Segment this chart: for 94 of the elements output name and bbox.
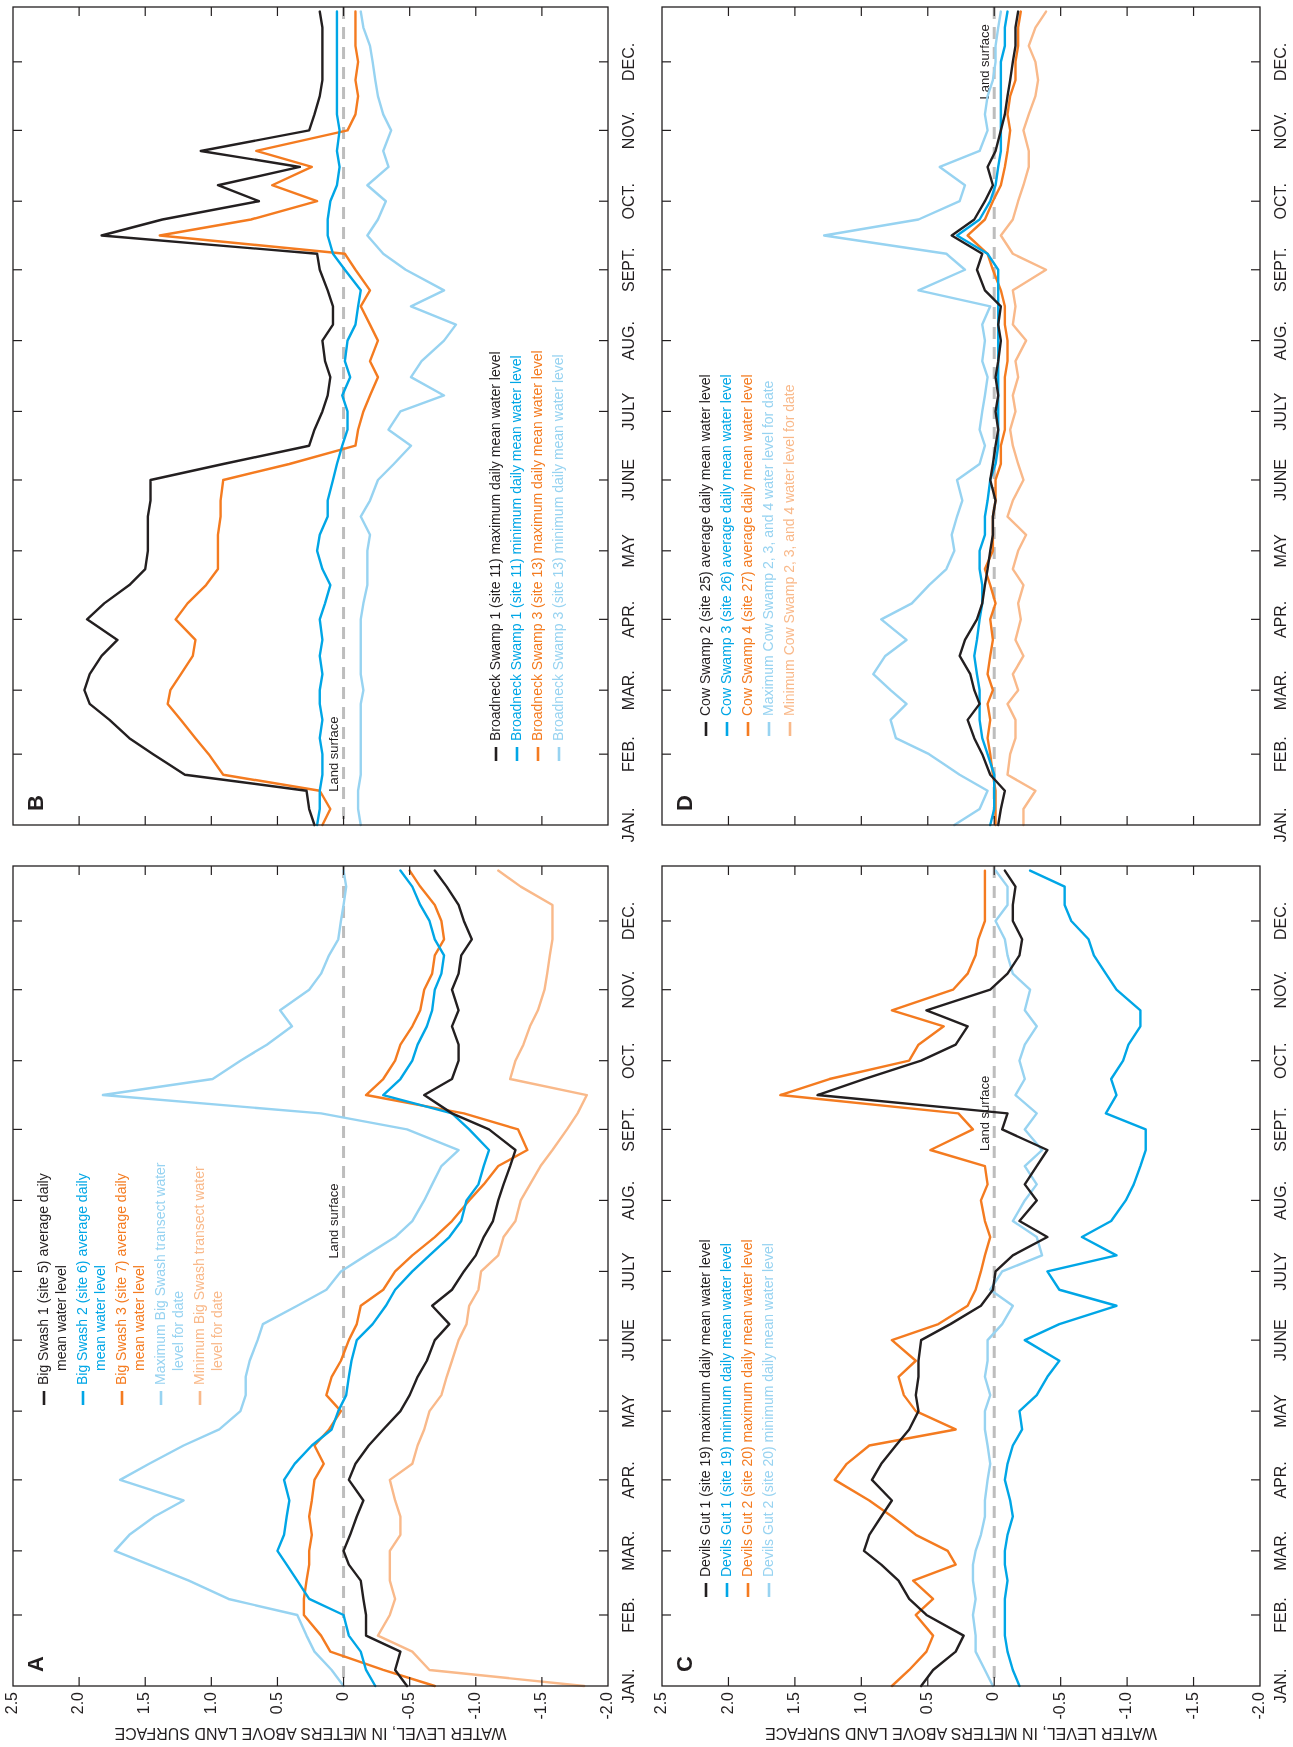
y-tick-label: MAR. bbox=[620, 670, 638, 711]
x-tick-label: -1.0 bbox=[466, 1691, 484, 1720]
y-tick-label: APR. bbox=[1272, 600, 1290, 639]
y-tick-label: DEC. bbox=[620, 42, 638, 81]
text: Broadneck Swamp 3 (site 13) maximum daily mean water level bbox=[529, 350, 545, 741]
x-tick-label: 1.5 bbox=[785, 1691, 803, 1715]
x-tick-label: 0 bbox=[984, 1691, 1002, 1701]
x-tick-label: -1.0 bbox=[1117, 1691, 1135, 1720]
y-tick-label: MAY bbox=[620, 1394, 638, 1428]
text: Big Swash 3 (site 7) average daily mean water level bbox=[113, 1173, 147, 1385]
y-tick-label: MAR. bbox=[1272, 670, 1290, 711]
y-tick-label: JUNE bbox=[620, 459, 638, 501]
x-tick-label: 0.5 bbox=[267, 1691, 285, 1715]
y-tick-label: DEC. bbox=[1272, 42, 1290, 81]
y-tick-label: APR. bbox=[620, 1461, 638, 1499]
y-tick-label: NOV. bbox=[620, 970, 638, 1009]
y-tick-label: MAR. bbox=[620, 1530, 638, 1571]
y-tick-label: JUNE bbox=[620, 1319, 638, 1362]
x-tick-label: -1.5 bbox=[532, 1691, 550, 1720]
y-tick-label: OCT. bbox=[620, 182, 638, 220]
y-tick-label: AUG. bbox=[620, 321, 638, 361]
y-tick-label: AUG. bbox=[1272, 321, 1290, 361]
legend-label: Devils Gut 1 (site 19) maximum daily mean water level bbox=[697, 1239, 713, 1577]
x-tick-label: 0 bbox=[333, 1691, 351, 1701]
text: Broadneck Swamp 1 (site 11) minimum daily mean water level bbox=[508, 355, 524, 741]
y-tick-label: APR. bbox=[1272, 1461, 1290, 1499]
y-tick-label: JULY bbox=[1272, 392, 1290, 431]
y-tick-label: MAR. bbox=[1272, 1530, 1290, 1571]
y-tick-label: JAN. bbox=[620, 1668, 638, 1704]
text: Devils Gut 2 (site 20) minimum daily mean water level bbox=[760, 1243, 776, 1577]
x-tick-label: 2.5 bbox=[652, 1691, 670, 1715]
x-tick-label: 2.0 bbox=[69, 1691, 87, 1715]
ref-line-label: Land surface bbox=[325, 1183, 341, 1259]
y-tick-label: FEB. bbox=[620, 736, 638, 772]
y-tick-label: SEPT. bbox=[620, 247, 638, 292]
x-tick-label: -0.5 bbox=[399, 1691, 417, 1720]
y-tick-label: MAY bbox=[620, 533, 638, 568]
y-tick-label: JULY bbox=[620, 392, 638, 431]
y-tick-label: NOV. bbox=[1272, 970, 1290, 1009]
text: Maximum Cow Swamp 2, 3, and 4 water level for date bbox=[760, 380, 776, 716]
y-tick-label: FEB. bbox=[1272, 1597, 1290, 1633]
y-tick-label: JUNE bbox=[1272, 1319, 1290, 1362]
y-tick-label: JAN. bbox=[1272, 807, 1290, 843]
legend-label: Big Swash 1 (site 5) average daily mean water level bbox=[35, 1173, 69, 1385]
x-tick-label: 1.5 bbox=[135, 1691, 153, 1715]
y-tick-label: JAN. bbox=[620, 807, 638, 843]
x-axis-title: WATER LEVEL, IN METERS ABOVE LAND SURFACE bbox=[764, 1724, 1158, 1742]
y-tick-label: NOV. bbox=[620, 111, 638, 150]
x-tick-label: 1.0 bbox=[201, 1691, 219, 1715]
y-tick-label: AUG. bbox=[620, 1180, 638, 1220]
text: Devils Gut 1 (site 19) minimum daily mean water level bbox=[718, 1243, 734, 1577]
text: B bbox=[23, 795, 48, 811]
text: Maximum Big Swash transect water level for date bbox=[152, 1162, 186, 1385]
x-tick-label: 2.5 bbox=[3, 1691, 21, 1715]
x-tick-label: -0.5 bbox=[1050, 1691, 1068, 1720]
legend-label: Cow Swamp 2 (site 25) average daily mean water level bbox=[697, 374, 713, 716]
y-tick-label: MAY bbox=[1272, 1394, 1290, 1428]
y-tick-label: AUG. bbox=[1272, 1180, 1290, 1220]
text: Cow Swamp 4 (site 27) average daily mean water level bbox=[739, 374, 755, 716]
text: Minimum Big Swash transect water level for date bbox=[191, 1166, 225, 1385]
x-tick-label: -1.5 bbox=[1183, 1691, 1201, 1720]
y-tick-label: NOV. bbox=[1272, 111, 1290, 150]
text: Devils Gut 2 (site 20) maximum daily mean water level bbox=[739, 1239, 755, 1577]
ref-line-label: Land surface bbox=[325, 716, 341, 792]
x-tick-label: -2.0 bbox=[1250, 1691, 1268, 1720]
x-tick-label: 2.0 bbox=[718, 1691, 736, 1715]
y-tick-label: OCT. bbox=[1272, 182, 1290, 220]
y-tick-label: FEB. bbox=[1272, 736, 1290, 772]
x-tick-label: 1.0 bbox=[851, 1691, 869, 1715]
text: C bbox=[672, 1656, 697, 1672]
y-tick-label: MAY bbox=[1272, 533, 1290, 568]
y-tick-label: JUNE bbox=[1272, 459, 1290, 501]
text: Cow Swamp 3 (site 26) average daily mean water level bbox=[718, 374, 734, 716]
y-tick-label: JULY bbox=[620, 1252, 638, 1291]
y-tick-label: FEB. bbox=[620, 1597, 638, 1633]
text: Broadneck Swamp 1 (site 11) maximum daily mean water level bbox=[487, 351, 503, 741]
y-tick-label: DEC. bbox=[620, 901, 638, 941]
y-tick-label: APR. bbox=[620, 600, 638, 639]
y-tick-label: SEPT. bbox=[620, 1107, 638, 1152]
y-tick-label: DEC. bbox=[1272, 901, 1290, 941]
y-tick-label: JAN. bbox=[1272, 1668, 1290, 1704]
text: D bbox=[672, 795, 697, 811]
text: Big Swash 2 (site 6) average daily mean water level bbox=[74, 1173, 108, 1385]
y-tick-label: JULY bbox=[1272, 1252, 1290, 1291]
y-tick-label: OCT. bbox=[620, 1042, 638, 1079]
x-tick-label: 0.5 bbox=[918, 1691, 936, 1715]
y-tick-label: OCT. bbox=[1272, 1042, 1290, 1079]
y-tick-label: SEPT. bbox=[1272, 1107, 1290, 1152]
y-tick-label: SEPT. bbox=[1272, 247, 1290, 292]
text: A bbox=[23, 1656, 48, 1672]
text: Broadneck Swamp 3 (site 13) minimum daily mean water level bbox=[550, 354, 566, 741]
x-tick-label: -2.0 bbox=[598, 1691, 616, 1720]
x-axis-title: WATER LEVEL, IN METERS ABOVE LAND SURFACE bbox=[114, 1724, 507, 1742]
text: Minimum Cow Swamp 2, 3, and 4 water level for date bbox=[781, 384, 797, 716]
